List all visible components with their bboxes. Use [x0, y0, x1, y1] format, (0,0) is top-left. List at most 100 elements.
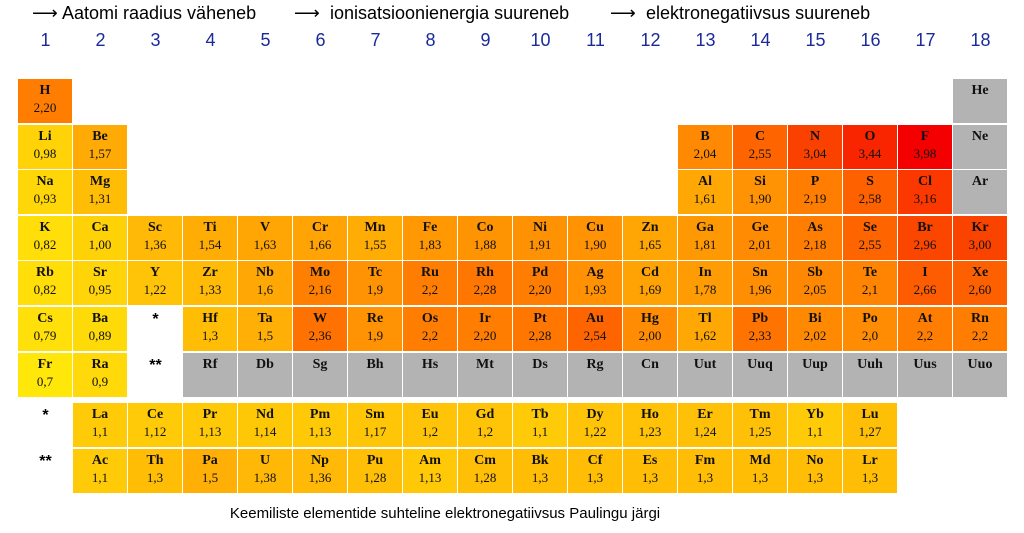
electronegativity: 2,33	[748, 328, 772, 343]
element-cell: Ga 1,81	[678, 215, 732, 260]
element-cell: Rb 0,82	[18, 261, 72, 306]
trend-text: elektronegatiivsus suureneb	[646, 3, 871, 23]
electronegativity: 1,24	[693, 424, 717, 439]
element-symbol: Tb	[531, 407, 549, 422]
element-symbol: Yb	[806, 407, 824, 422]
electronegativity: 1,9	[366, 282, 384, 298]
element-symbol: Au	[586, 311, 604, 326]
electronegativity: 2,60	[968, 282, 992, 298]
element-cell: Db	[238, 352, 292, 397]
caption: Keemiliste elementide suhteline elektron…	[229, 505, 661, 522]
element-symbol: Si	[754, 174, 766, 190]
element-symbol: Pb	[751, 311, 769, 326]
element-symbol: Fm	[694, 452, 716, 468]
group-number: 11	[586, 30, 605, 50]
element-cell: Ar	[953, 170, 1007, 215]
element-cell: Al 1,61	[678, 170, 732, 215]
element-cell: Y 1,22	[128, 261, 182, 306]
group-number: 15	[805, 30, 826, 50]
element-symbol: Ar	[971, 174, 989, 190]
arrow: ⟶	[294, 3, 320, 23]
element-cell: Sg	[293, 352, 347, 397]
element-symbol: Cf	[587, 452, 603, 468]
element-cell: Xe 2,60	[953, 261, 1007, 306]
element-cell: Rf	[183, 352, 237, 397]
electronegativity: 1,5	[201, 469, 219, 485]
element-cell: At 2,2	[898, 307, 952, 351]
electronegativity: 3,00	[968, 236, 992, 252]
element-symbol: S	[866, 174, 874, 190]
element-symbol: Uuq	[747, 356, 773, 372]
electronegativity: 1,17	[363, 424, 387, 439]
element-cell: Cr 1,66	[293, 215, 347, 260]
electronegativity: 1,25	[748, 424, 772, 439]
electronegativity: 0,95	[88, 282, 112, 298]
element-symbol: Pt	[533, 311, 547, 326]
electronegativity: 1,69	[638, 282, 662, 298]
element-cell: Ta 1,5	[238, 307, 292, 351]
element-cell: Mo 2,16	[293, 261, 347, 306]
element-cell: K 0,82	[18, 215, 72, 260]
group-number: 17	[915, 30, 936, 50]
electronegativity: 2,20	[528, 282, 552, 298]
arrow: ⟶	[610, 3, 636, 23]
electronegativity: 2,54	[583, 328, 607, 343]
element-cell: Bh	[348, 352, 402, 397]
element-cell: Hf 1,3	[183, 307, 237, 351]
element-cell: Au 2,54	[568, 307, 622, 351]
group-number: 9	[480, 30, 491, 50]
element-cell: Zr 1,33	[183, 261, 237, 306]
element-symbol: Rh	[476, 265, 494, 281]
element-symbol: Am	[419, 452, 441, 468]
element-symbol: Mg	[89, 174, 111, 190]
electronegativity: 2,18	[803, 236, 827, 252]
element-symbol: Gd	[475, 407, 495, 422]
element-cell: Ru 2,2	[403, 261, 457, 306]
electronegativity: 1,12	[143, 424, 167, 439]
element-symbol: Uut	[693, 356, 717, 372]
electronegativity: 1,3	[531, 469, 549, 485]
element-symbol: Cr	[311, 219, 329, 235]
element-cell: Se 2,55	[843, 215, 897, 260]
electronegativity: 1,65	[638, 236, 662, 252]
element-cell: Ba 0,89	[73, 307, 127, 351]
electronegativity: 2,2	[971, 328, 989, 343]
element-cell: Tb 1,1	[513, 403, 567, 447]
electronegativity: 2,2	[916, 328, 934, 343]
element-cell: Ir 2,20	[458, 307, 512, 351]
element-cell: Po 2,0	[843, 307, 897, 351]
electronegativity: 0,93	[33, 191, 57, 207]
electronegativity: 1,23	[638, 424, 662, 439]
element-symbol: Ba	[91, 311, 109, 326]
electronegativity: 1,83	[418, 236, 442, 252]
element-symbol: Es	[642, 452, 658, 468]
element-symbol: Pr	[202, 407, 218, 422]
element-symbol: Kr	[971, 219, 989, 235]
element-symbol: N	[809, 128, 821, 144]
element-cell: Re 1,9	[348, 307, 402, 351]
element-symbol: Zn	[641, 219, 659, 235]
electronegativity: 1,96	[748, 282, 772, 298]
electronegativity: 1,90	[583, 236, 607, 252]
element-symbol: Sn	[752, 265, 768, 281]
element-cell: Mt	[458, 352, 512, 397]
element-symbol: Os	[421, 311, 439, 326]
element-symbol: Ni	[533, 219, 547, 235]
electronegativity: 1,31	[88, 191, 112, 207]
element-symbol: Xe	[971, 265, 989, 281]
element-cell: Co 1,88	[458, 215, 512, 260]
element-cell: Lr 1,3	[843, 448, 897, 493]
element-cell: Sc 1,36	[128, 215, 182, 260]
arrow: ⟶	[32, 3, 58, 23]
electronegativity: 2,58	[858, 191, 882, 207]
electronegativity: 1,1	[91, 424, 109, 439]
electronegativity: 1,3	[586, 469, 604, 485]
element-symbol: Cu	[586, 219, 604, 235]
electronegativity: 1,13	[308, 424, 332, 439]
element-symbol: Np	[311, 452, 329, 468]
element-symbol: Ho	[641, 407, 659, 422]
electronegativity: 1,93	[583, 282, 607, 298]
element-symbol: Uuh	[857, 356, 883, 372]
element-cell: Sm 1,17	[348, 403, 402, 447]
